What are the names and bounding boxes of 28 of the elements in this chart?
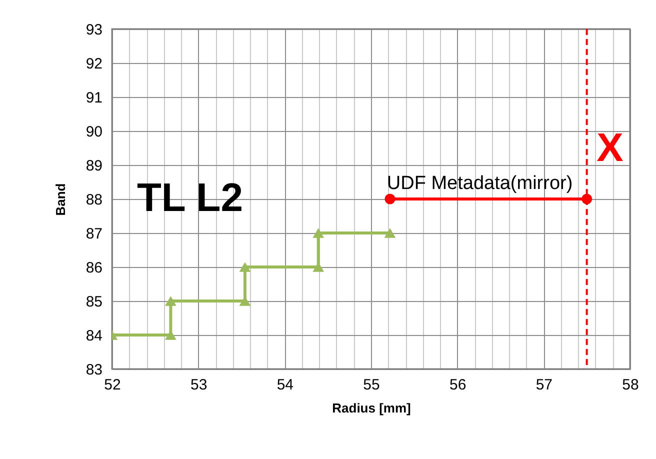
y-tick-label: 90	[86, 124, 102, 140]
x-tick-label: 57	[536, 376, 553, 394]
y-tick-label: 84	[86, 328, 102, 344]
x-tick-label: 55	[363, 376, 380, 394]
x-tick-label: 52	[104, 376, 121, 394]
point	[384, 228, 396, 238]
annotation: UDF Metadata(mirror)	[386, 173, 573, 194]
y-axis-title: Band	[52, 183, 68, 216]
point	[165, 296, 176, 306]
y-tick-label: 86	[86, 260, 102, 276]
y-tick-label: 87	[86, 226, 102, 242]
point	[312, 228, 324, 238]
y-tick-label: 92	[86, 56, 102, 72]
y-tick-label: 89	[86, 158, 102, 174]
y-tick-label: 91	[86, 90, 102, 106]
annotation: X	[596, 126, 624, 170]
x-tick-label: 56	[449, 376, 466, 394]
x-axis-title: Radius [mm]	[332, 400, 411, 416]
annotation: TL L2	[137, 176, 243, 220]
y-tick-label: 85	[86, 294, 102, 310]
y-tick-label: 93	[86, 22, 102, 38]
x-tick-label: 54	[276, 376, 294, 394]
y-tick-label: 88	[86, 192, 102, 208]
x-tick-label: 58	[622, 376, 639, 394]
point	[239, 262, 251, 272]
y-tick-label: 83	[86, 362, 102, 378]
point	[384, 194, 396, 204]
x-tick-label: 53	[190, 376, 208, 394]
